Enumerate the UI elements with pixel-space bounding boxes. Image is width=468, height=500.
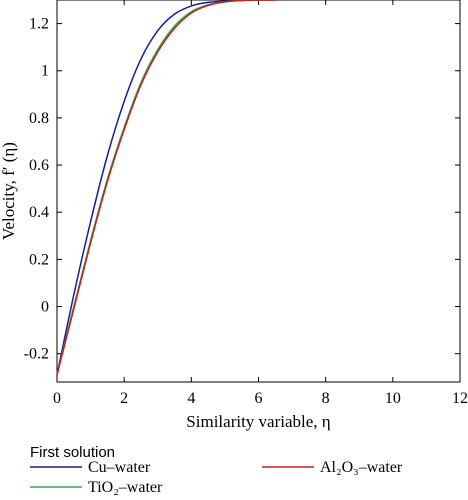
y-axis-title: Velocity, f′ (η) (0, 142, 18, 240)
x-tick-label: 2 (120, 390, 128, 407)
legend-label-1: TiO₂–water (88, 479, 163, 496)
legend-label-0: Cu–water (88, 459, 151, 476)
y-tick-label: -0.2 (24, 346, 49, 363)
x-tick-label: 12 (452, 390, 468, 407)
axes: 0 2 4 6 8 10 12 -0.2 0 0.2 0.4 0.6 0.8 1 1.2 Similarity… (0, 0, 468, 431)
x-tick-label: 10 (385, 390, 401, 407)
series-line-2 (56, 0, 276, 376)
x-tick-label: 0 (53, 390, 61, 407)
legend-label-2: Al₂O₃–water (320, 459, 403, 476)
y-tick-label: 0.6 (29, 157, 49, 174)
series-line-0 (56, 0, 276, 376)
series-line-1 (56, 0, 276, 376)
y-tick-label: 0.8 (29, 110, 49, 127)
series-lines (56, 0, 276, 376)
y-tick-label: 0.2 (29, 251, 49, 268)
x-tick-label: 4 (187, 390, 195, 407)
y-tick-label: 0.4 (29, 204, 49, 221)
y-tick-label: 1 (41, 63, 49, 80)
y-tick-label: 1.2 (29, 16, 49, 33)
x-tick-label: 8 (322, 390, 330, 407)
legend-title: First solution (30, 444, 115, 461)
x-tick-label: 6 (255, 390, 263, 407)
y-tick-label: 0 (41, 299, 49, 316)
plot-frame (56, 0, 461, 383)
x-axis-title: Similarity variable, η (186, 412, 330, 431)
